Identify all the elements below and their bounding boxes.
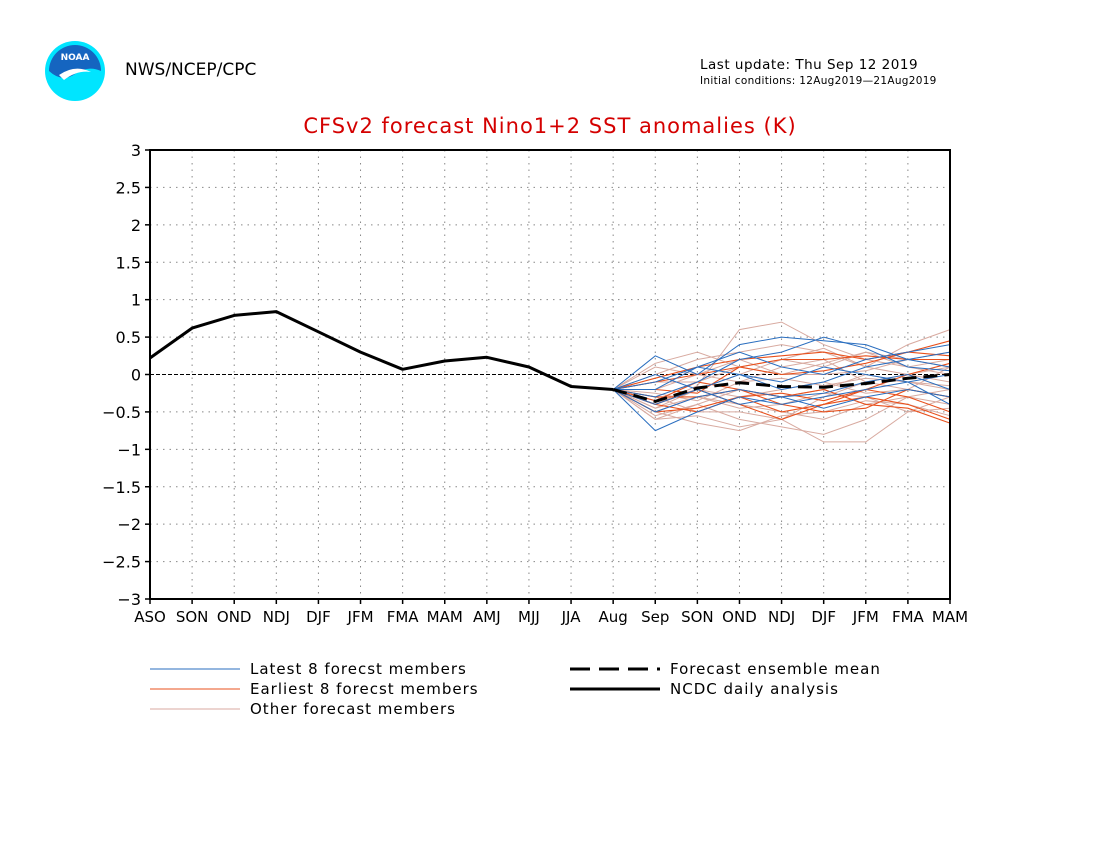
other-member-line — [612, 389, 951, 435]
y-tick-label: −1 — [117, 440, 141, 459]
legend-mean-label: Forecast ensemble mean — [670, 660, 881, 678]
last-update: Last update: Thu Sep 12 2019 — [700, 57, 919, 73]
earliest-member-line — [613, 351, 951, 394]
ensemble-mean-line — [612, 373, 951, 403]
x-tick-label: NDJ — [263, 608, 290, 626]
ncdc-analysis-line — [149, 310, 614, 391]
logo-top — [49, 45, 101, 78]
x-tick-label: DJF — [811, 608, 836, 626]
legend-other-label: Other forecast members — [250, 700, 456, 718]
latest-member-line — [613, 336, 951, 398]
x-tick-label: ASO — [134, 608, 166, 626]
y-tick-label: 0 — [131, 366, 141, 385]
latest-member-line — [613, 373, 951, 409]
x-tick-label: OND — [217, 608, 252, 626]
x-tick-label: Aug — [599, 608, 628, 626]
x-tick-label: OND — [722, 608, 757, 626]
forecast-members — [612, 321, 951, 443]
x-tick-label: NDJ — [768, 608, 795, 626]
y-tick-label: 1 — [131, 291, 141, 310]
x-tick-label: Sep — [641, 608, 669, 626]
main-lines — [149, 310, 951, 403]
legend-earliest-label: Earliest 8 forecst members — [250, 680, 479, 698]
latest-member-line — [612, 374, 951, 432]
other-member-line — [613, 321, 951, 405]
x-tick-label: JFM — [852, 608, 879, 626]
y-tick-label: −1.5 — [102, 478, 141, 497]
x-tick-label: MAM — [427, 608, 463, 626]
legend-analysis-label: NCDC daily analysis — [670, 680, 839, 698]
latest-member-line — [613, 344, 951, 390]
y-tick-label: −2.5 — [102, 553, 141, 572]
y-tick-label: −0.5 — [102, 403, 141, 422]
y-tick-label: 3 — [131, 141, 141, 160]
x-tick-label: FMA — [892, 608, 925, 626]
initial-conditions: Initial conditions: 12Aug2019—21Aug2019 — [700, 75, 937, 87]
legend-latest-label: Latest 8 forecst members — [250, 660, 467, 678]
y-tick-label: 1.5 — [116, 253, 141, 272]
y-tick-label: 2.5 — [116, 178, 141, 197]
chart-title: CFSv2 forecast Nino1+2 SST anomalies (K) — [303, 114, 797, 138]
x-tick-label: FMA — [387, 608, 420, 626]
x-tick-label: DJF — [306, 608, 331, 626]
earliest-member-line — [612, 388, 951, 413]
x-tick-label: MJJ — [518, 608, 540, 626]
y-tick-label: −2 — [117, 515, 141, 534]
noaa-logo: NOAA — [45, 41, 105, 101]
org-label: NWS/NCEP/CPC — [125, 60, 257, 80]
latest-member-line — [613, 351, 951, 391]
x-tick-label: JFM — [347, 608, 374, 626]
x-tick-label: MAM — [932, 608, 968, 626]
logo-text: NOAA — [61, 53, 90, 63]
legend: Latest 8 forecst members Earliest 8 forec… — [150, 660, 881, 718]
other-member-line — [612, 389, 951, 432]
x-tick-label: JJA — [561, 608, 582, 626]
grid — [150, 150, 950, 599]
y-tick-label: 0.5 — [116, 328, 141, 347]
x-tick-label: AMJ — [473, 608, 501, 626]
x-tick-label: SON — [176, 608, 209, 626]
x-tick-label: SON — [681, 608, 714, 626]
y-tick-label: 2 — [131, 216, 141, 235]
y-tick-label: −3 — [117, 590, 141, 609]
gull-icon — [59, 68, 91, 80]
